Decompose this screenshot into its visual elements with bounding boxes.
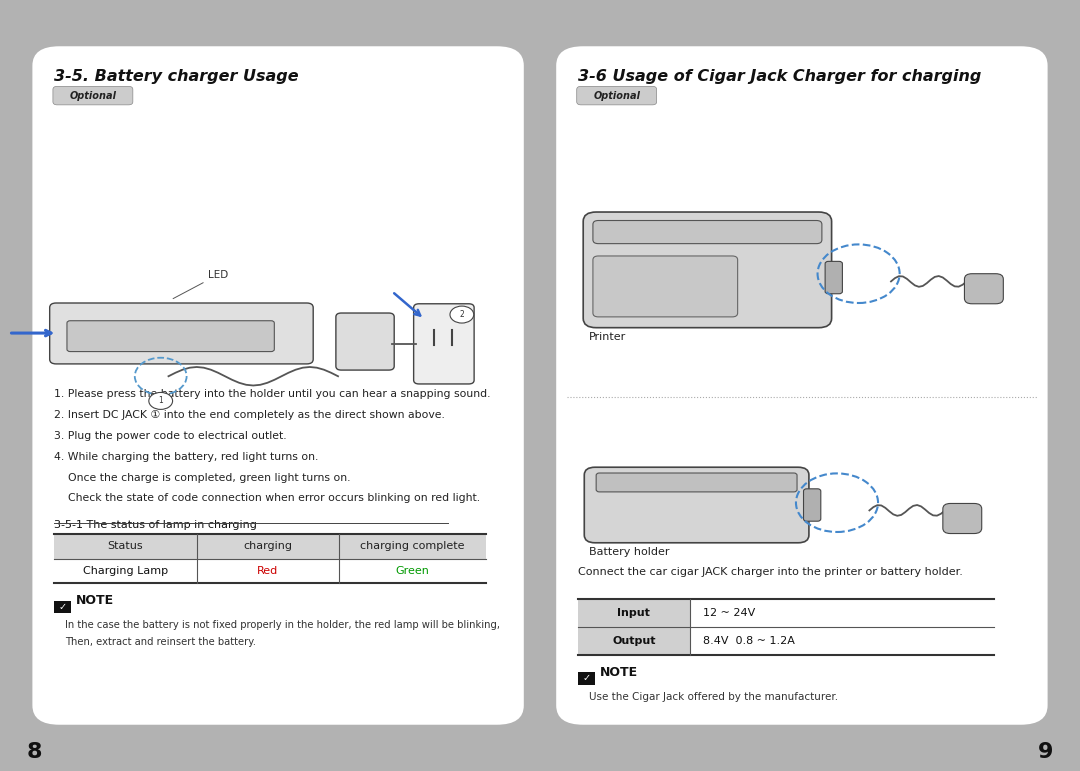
FancyBboxPatch shape: [54, 534, 486, 558]
Text: 3-6 Usage of Cigar Jack Charger for charging: 3-6 Usage of Cigar Jack Charger for char…: [578, 69, 981, 84]
FancyBboxPatch shape: [943, 503, 982, 534]
FancyBboxPatch shape: [584, 467, 809, 543]
Text: 2: 2: [459, 310, 464, 319]
Text: Red: Red: [257, 566, 279, 576]
Text: 3-5-1 The status of lamp in charging: 3-5-1 The status of lamp in charging: [54, 520, 257, 530]
Text: LED: LED: [173, 270, 229, 298]
Text: charging complete: charging complete: [361, 541, 464, 551]
Text: 3. Plug the power code to electrical outlet.: 3. Plug the power code to electrical out…: [54, 431, 286, 441]
Text: 1: 1: [159, 396, 163, 406]
FancyBboxPatch shape: [32, 46, 524, 725]
Text: Status: Status: [108, 541, 143, 551]
FancyBboxPatch shape: [825, 261, 842, 294]
FancyBboxPatch shape: [804, 489, 821, 521]
FancyBboxPatch shape: [54, 601, 71, 613]
Text: 4. While charging the battery, red light turns on.: 4. While charging the battery, red light…: [54, 452, 319, 462]
Text: Check the state of code connection when error occurs blinking on red light.: Check the state of code connection when …: [54, 493, 481, 503]
Text: Optional: Optional: [69, 91, 117, 100]
Text: NOTE: NOTE: [599, 666, 637, 678]
Text: Output: Output: [612, 636, 656, 645]
FancyBboxPatch shape: [593, 256, 738, 317]
FancyBboxPatch shape: [67, 321, 274, 352]
Text: 1. Please press the battery into the holder until you can hear a snapping sound.: 1. Please press the battery into the hol…: [54, 389, 490, 399]
FancyBboxPatch shape: [596, 473, 797, 492]
FancyBboxPatch shape: [593, 221, 822, 244]
Text: Once the charge is completed, green light turns on.: Once the charge is completed, green ligh…: [54, 473, 351, 483]
FancyBboxPatch shape: [50, 303, 313, 364]
Text: Battery holder: Battery holder: [589, 547, 670, 557]
FancyBboxPatch shape: [336, 313, 394, 370]
Text: 8.4V  0.8 ~ 1.2A: 8.4V 0.8 ~ 1.2A: [703, 636, 795, 645]
Text: Then, extract and reinsert the battery.: Then, extract and reinsert the battery.: [65, 637, 256, 647]
Text: ✓: ✓: [582, 674, 591, 683]
Text: In the case the battery is not fixed properly in the holder, the red lamp will b: In the case the battery is not fixed pro…: [65, 620, 500, 630]
FancyBboxPatch shape: [53, 86, 133, 105]
Circle shape: [149, 392, 173, 409]
FancyBboxPatch shape: [577, 86, 657, 105]
Text: Printer: Printer: [589, 332, 625, 342]
Text: 9: 9: [1038, 742, 1053, 762]
FancyBboxPatch shape: [583, 212, 832, 328]
Text: NOTE: NOTE: [76, 594, 113, 607]
Text: Input: Input: [618, 608, 650, 618]
Text: Connect the car cigar JACK charger into the printer or battery holder.: Connect the car cigar JACK charger into …: [578, 567, 962, 577]
Circle shape: [450, 306, 474, 323]
Text: Green: Green: [395, 566, 430, 576]
Text: Optional: Optional: [593, 91, 640, 100]
Text: 8: 8: [27, 742, 42, 762]
Text: Use the Cigar Jack offered by the manufacturer.: Use the Cigar Jack offered by the manufa…: [589, 692, 838, 702]
FancyBboxPatch shape: [964, 274, 1003, 304]
FancyBboxPatch shape: [414, 304, 474, 384]
Text: charging: charging: [243, 541, 293, 551]
Text: 2. Insert DC JACK ① into the end completely as the direct shown above.: 2. Insert DC JACK ① into the end complet…: [54, 410, 445, 420]
Text: ✓: ✓: [58, 602, 67, 611]
Text: 3-5. Battery charger Usage: 3-5. Battery charger Usage: [54, 69, 299, 84]
FancyBboxPatch shape: [578, 627, 690, 655]
FancyBboxPatch shape: [578, 599, 690, 627]
FancyBboxPatch shape: [556, 46, 1048, 725]
Text: 12 ~ 24V: 12 ~ 24V: [703, 608, 755, 618]
FancyBboxPatch shape: [578, 672, 595, 685]
Text: Charging Lamp: Charging Lamp: [83, 566, 167, 576]
